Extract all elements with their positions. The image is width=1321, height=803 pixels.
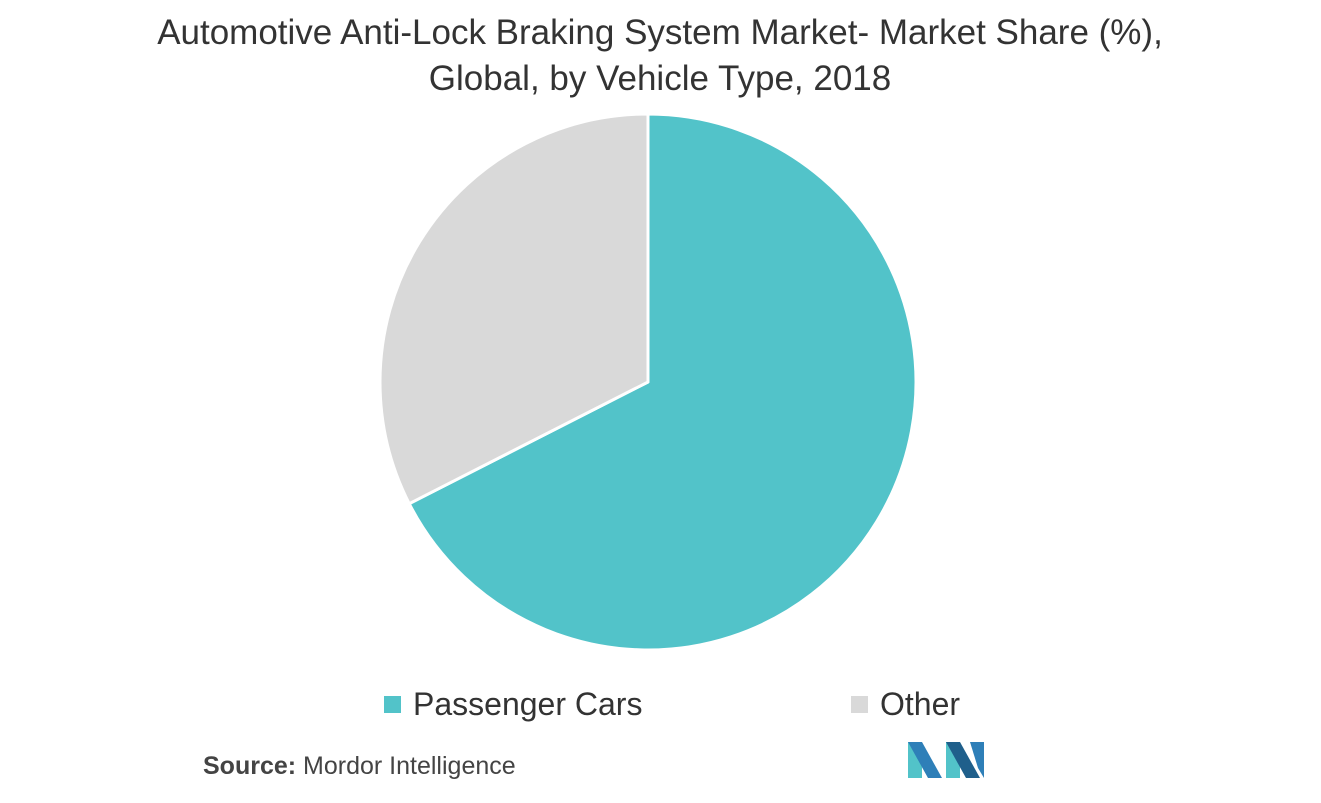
legend-swatch-other bbox=[851, 696, 868, 713]
legend: Passenger Cars Other bbox=[0, 686, 1321, 726]
legend-label-passenger-cars: Passenger Cars bbox=[413, 686, 643, 722]
logo-diagonal-left bbox=[908, 742, 942, 778]
pie-slice-other bbox=[378, 112, 650, 506]
source-text: Mordor Intelligence bbox=[303, 752, 516, 780]
mordor-intelligence-logo bbox=[908, 742, 984, 778]
legend-item-other: Other bbox=[851, 686, 960, 723]
logo-bar-right bbox=[970, 742, 984, 778]
legend-swatch-passenger-cars bbox=[384, 696, 401, 713]
source-note: Source: Mordor Intelligence bbox=[203, 752, 516, 781]
pie-slices bbox=[378, 112, 918, 652]
logo-diagonal-right bbox=[946, 742, 980, 778]
pie-slice-passenger-cars bbox=[407, 112, 918, 652]
legend-item-passenger-cars: Passenger Cars bbox=[384, 686, 642, 723]
source-label: Source: bbox=[203, 752, 297, 780]
chart-title: Automotive Anti-Lock Braking System Mark… bbox=[157, 13, 1163, 98]
legend-label-other: Other bbox=[880, 686, 961, 722]
